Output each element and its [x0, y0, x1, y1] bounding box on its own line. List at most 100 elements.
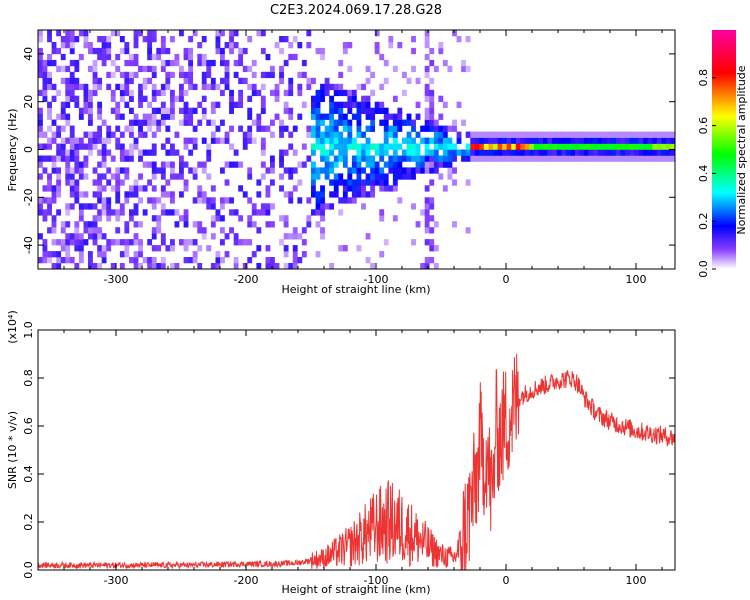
spectrogram-cell: [210, 203, 216, 210]
spectrogram-cell: [292, 125, 298, 132]
spectrogram-cell: [311, 209, 316, 216]
spectrogram-cell: [78, 257, 84, 264]
spectrogram-cell: [156, 245, 162, 252]
spectrogram-cell: [165, 83, 171, 91]
spectrogram-cell: [279, 71, 284, 79]
spectrogram-cell: [38, 119, 43, 126]
spectrogram-cell: [333, 119, 339, 126]
spectrogram-cell: [156, 167, 162, 174]
spectrogram-cell: [147, 119, 153, 126]
spectrogram-cell: [620, 149, 626, 156]
spectrogram-cell: [270, 65, 275, 73]
spectrogram-cell: [574, 143, 580, 150]
spectrogram-cell: [60, 155, 66, 162]
spectrogram-cell: [342, 143, 348, 150]
spectrogram-cell: [424, 197, 430, 204]
spectrogram-cell: [333, 131, 339, 138]
spectrogram-cell: [424, 185, 430, 192]
spectrogram-cell: [38, 257, 43, 264]
spectrogram-cell: [115, 227, 121, 234]
spectrogram-cell: [83, 191, 89, 198]
spectrogram-cell: [643, 137, 648, 144]
spectrogram-cell: [456, 131, 462, 138]
spectrogram-cell: [552, 149, 557, 156]
spectrogram-cell: [260, 143, 266, 150]
spectrogram-cell: [65, 173, 71, 180]
spectrogram-cell: [83, 155, 89, 162]
spectrogram-cell: [170, 95, 175, 102]
spectrogram-cell: [333, 143, 339, 150]
spectrogram-cell: [502, 143, 507, 150]
spectrogram-cell: [133, 113, 139, 120]
spectrogram-cell: [465, 179, 471, 186]
spectrogram-cell: [156, 89, 162, 97]
spectrogram-cell: [288, 77, 294, 85]
spectrogram-cell: [356, 179, 362, 186]
spectrogram-cell: [333, 101, 339, 108]
spectrogram-cell: [88, 143, 93, 150]
y-tick-label: 0.2: [22, 513, 35, 531]
spectrogram-cell: [156, 53, 162, 61]
spectrogram-cell: [138, 251, 143, 258]
spectrogram-cell: [38, 113, 43, 120]
spectrogram-cell: [78, 233, 84, 240]
spectrogram-cell: [297, 89, 303, 97]
colorbar-tick-label: 0.0: [697, 260, 710, 278]
spectrogram-cell: [433, 263, 439, 269]
spectrogram-cell: [201, 167, 207, 174]
spectrogram-cell: [210, 197, 216, 204]
spectrogram-cell: [183, 257, 189, 264]
spectrogram-cell: [151, 83, 157, 91]
spectrogram-cell: [306, 77, 312, 85]
spectrogram-cell: [197, 221, 203, 228]
spectrogram-cell: [420, 167, 426, 174]
spectrogram-cell: [338, 197, 344, 204]
spectrogram-cell: [283, 215, 289, 222]
spectrogram-cell: [138, 119, 143, 126]
spectrogram-cell: [151, 95, 157, 102]
spectrogram-cell: [133, 221, 139, 228]
spectrogram-cell: [138, 239, 143, 246]
spectrogram-cell: [570, 131, 576, 138]
spectrogram-cell: [561, 131, 567, 138]
spectrogram-cell: [402, 155, 407, 162]
spectrogram-cell: [115, 173, 121, 180]
spectrogram-cell: [556, 149, 562, 156]
spectrogram-cell: [165, 245, 171, 252]
spectrogram-cell: [383, 131, 389, 138]
spectrogram-cell: [188, 149, 194, 156]
spectrogram-cell: [215, 83, 221, 91]
spectrogram-cell: [397, 125, 403, 132]
spectrogram-cell: [115, 209, 121, 216]
spectrogram-cell: [247, 65, 253, 73]
spectrogram-cell: [238, 59, 244, 67]
spectrogram-cell: [424, 221, 430, 228]
spectrogram-cell: [288, 233, 294, 240]
spectrogram-cell: [51, 59, 57, 67]
spectrogram-cell: [192, 137, 198, 144]
spectrogram-cell: [420, 137, 426, 144]
spectrogram-cell: [461, 59, 466, 67]
spectrogram-cell: [270, 131, 275, 138]
spectrogram-cell: [238, 239, 244, 246]
spectrogram-cell: [411, 65, 416, 73]
spectrogram-cell: [374, 173, 380, 180]
spectrogram-cell: [51, 263, 57, 269]
spectrogram-cell: [160, 257, 166, 264]
spectrogram-cell: [110, 131, 116, 138]
spectrogram-cell: [183, 71, 189, 79]
spectrogram-cell: [497, 149, 503, 156]
spectrogram-cell: [265, 167, 271, 174]
spectrogram-cell: [210, 221, 216, 228]
spectrogram-cell: [270, 89, 275, 97]
spectrogram-cell: [133, 203, 139, 210]
spectrogram-cell: [415, 143, 421, 150]
spectrogram-cell: [643, 131, 648, 138]
spectrogram-cell: [638, 155, 644, 162]
spectrogram-cell: [151, 36, 157, 43]
spectrogram-cell: [288, 197, 294, 204]
spectrogram-cell: [283, 251, 289, 258]
spectrogram-cell: [556, 137, 562, 144]
spectrogram-cell: [374, 101, 380, 108]
spectrogram-cell: [65, 149, 71, 156]
